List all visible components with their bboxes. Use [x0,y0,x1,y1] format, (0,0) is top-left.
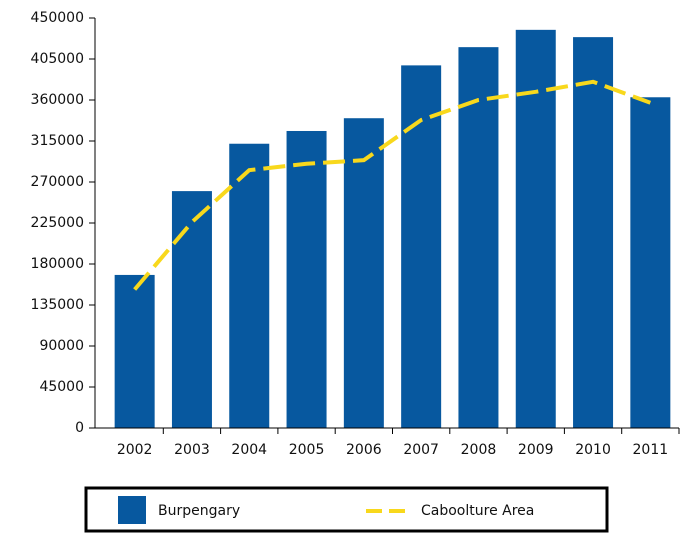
x-tick-label: 2011 [633,442,669,458]
x-tick-label: 2002 [117,442,153,458]
y-tick-label: 450000 [31,10,84,26]
legend-swatch [118,496,146,524]
legend-box [84,486,609,533]
x-tick-label: 2007 [403,442,439,458]
x-tick-label: 2009 [518,442,554,458]
x-tick-label: 2003 [174,442,210,458]
bar [114,274,155,428]
x-tick-label: 2008 [461,442,497,458]
bar [171,191,212,428]
y-tick-label: 135000 [31,297,84,313]
y-tick-label: 90000 [39,338,84,354]
x-tick-label: 2010 [575,442,611,458]
y-tick-label: 360000 [31,92,84,108]
bar [573,37,614,429]
x-tick-label: 2004 [231,442,267,458]
bar [343,118,384,428]
y-tick-label: 45000 [39,379,84,395]
x-tick-label: 2005 [289,442,325,458]
bar [515,29,556,428]
y-tick-label: 315000 [31,133,84,149]
bar [286,130,327,428]
bar [458,47,499,429]
x-tick-label: 2006 [346,442,382,458]
y-tick-label: 405000 [31,51,84,67]
y-tick-label: 270000 [31,174,84,190]
y-tick-label: 180000 [31,256,84,272]
legend-label: Caboolture Area [421,503,534,519]
bar [630,97,671,429]
bar [401,65,442,428]
bar [229,143,270,428]
legend-label: Burpengary [158,503,240,519]
line [133,79,652,291]
y-tick-label: 225000 [31,215,84,231]
y-tick-label: 0 [75,420,84,436]
